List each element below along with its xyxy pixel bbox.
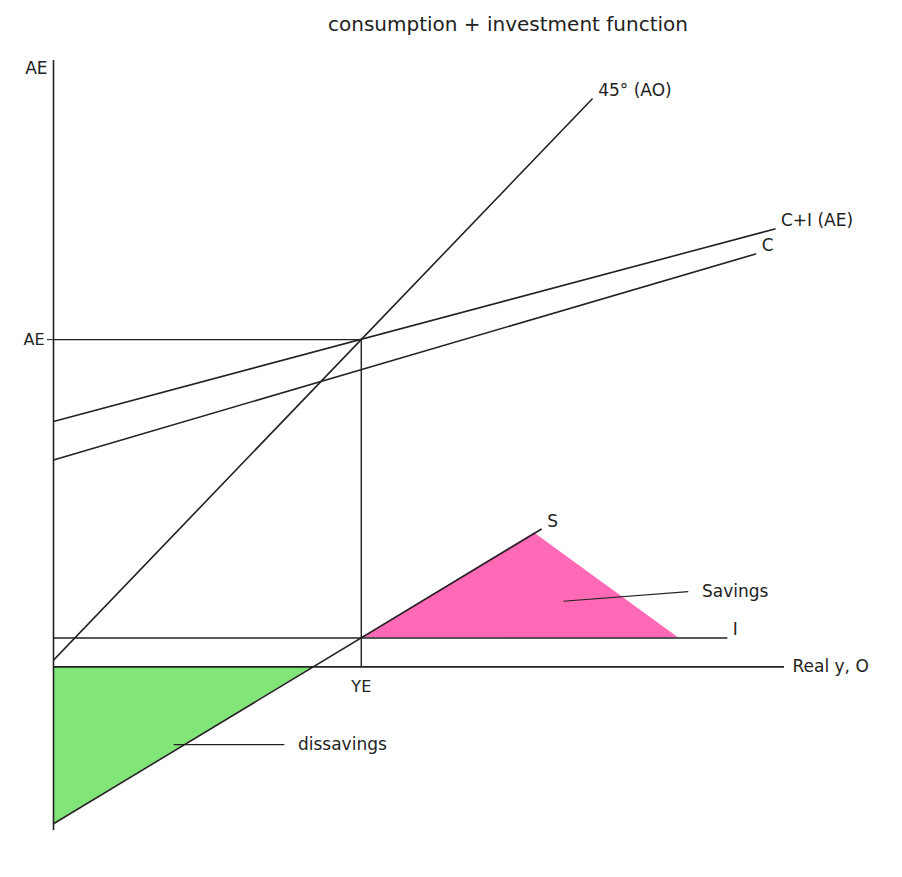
svg-text:dissavings: dissavings [298, 734, 387, 754]
svg-text:S: S [547, 511, 558, 531]
svg-text:AE: AE [25, 58, 47, 78]
svg-text:AE: AE [23, 330, 44, 349]
html-text:consumption + investment funct: consumption + investment function [328, 12, 688, 36]
svg-text:YE: YE [350, 677, 371, 696]
svg-text:Savings: Savings [702, 581, 769, 601]
svg-text:45° (AO): 45° (AO) [598, 80, 672, 100]
svg-text:C: C [762, 235, 774, 255]
svg-text:I: I [733, 619, 738, 639]
svg-text:C+I (AE): C+I (AE) [781, 210, 853, 230]
svg-text:Real y, O: Real y, O [793, 656, 869, 676]
